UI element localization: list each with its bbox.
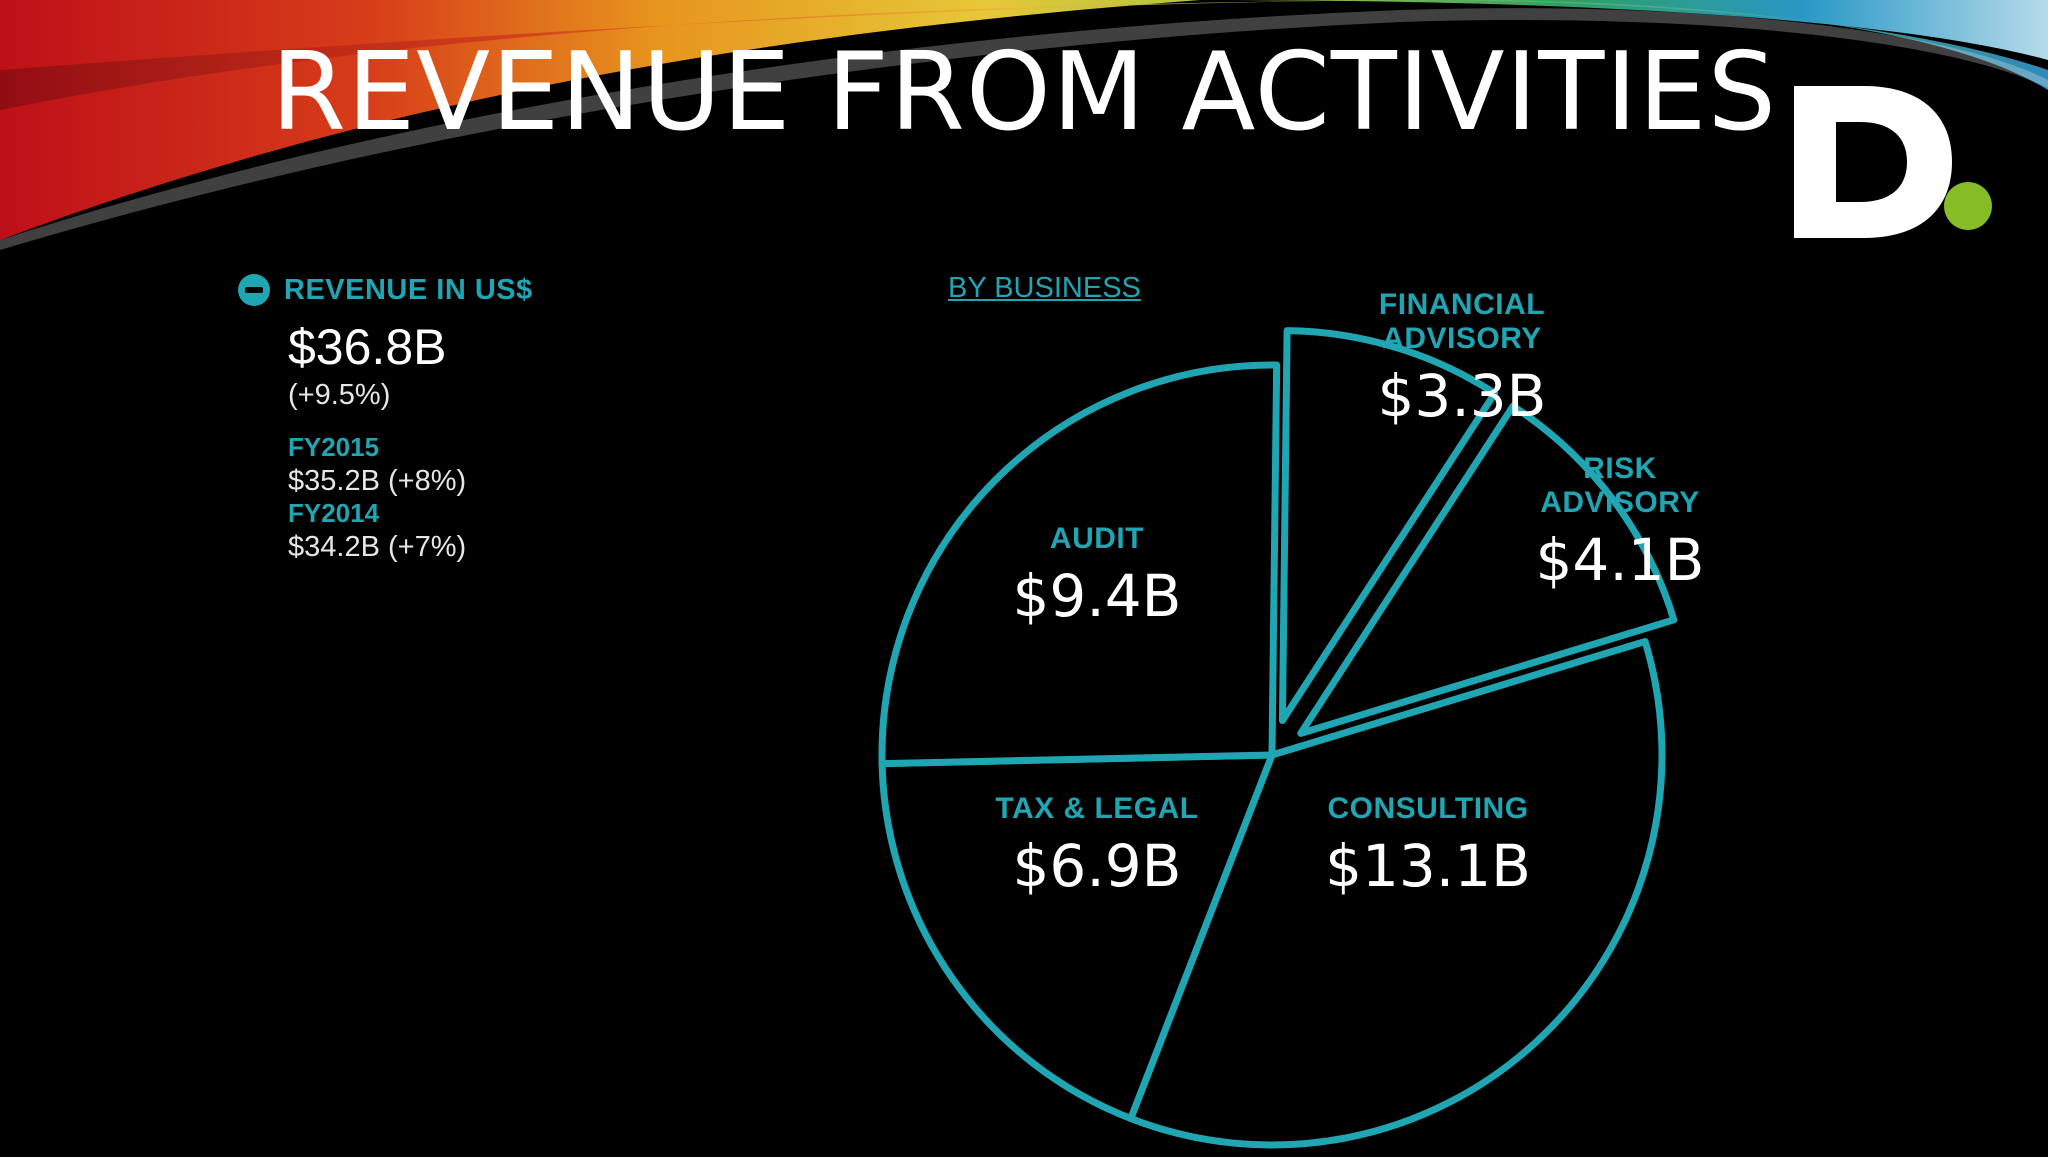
slice-name: TAX & LEGAL (995, 792, 1198, 825)
revenue-header[interactable]: REVENUE IN US$ (238, 272, 758, 308)
slice-name: ADVISORY (1382, 322, 1542, 355)
slice-label-consulting: CONSULTING $13.1B (1325, 792, 1531, 900)
fy2014-value: $34.2B (+7%) (288, 531, 467, 563)
collapse-minus-icon[interactable] (238, 274, 270, 306)
deloitte-logo (1794, 82, 1994, 242)
revenue-total: $36.8B (288, 319, 447, 375)
slice-name: CONSULTING (1327, 792, 1528, 825)
revenue-growth: (+9.5%) (288, 379, 391, 411)
pie-slice-financial-advisory[interactable] (1278, 327, 1499, 725)
pie-slice-tax-legal[interactable] (878, 751, 1276, 1123)
slice-name: ADVISORY (1540, 486, 1700, 519)
pie-slice-consulting[interactable] (1127, 637, 1666, 1149)
slice-value: $13.1B (1325, 832, 1531, 900)
revenue-label: REVENUE IN US$ (284, 273, 533, 306)
slice-value: $9.4B (1013, 562, 1182, 630)
fy2015-value: $35.2B (+8%) (288, 465, 467, 497)
slice-value: $6.9B (1013, 832, 1182, 900)
logo-dot (1944, 182, 1992, 230)
pie-slice-audit[interactable] (878, 361, 1281, 768)
slice-value: $4.1B (1536, 526, 1705, 594)
slice-name: AUDIT (1050, 522, 1144, 555)
slice-label-audit: AUDIT $9.4B (1013, 522, 1182, 630)
slice-label-tax-legal: TAX & LEGAL $6.9B (995, 792, 1198, 900)
fy2015-label: FY2015 (288, 432, 380, 462)
fy2014-label: FY2014 (288, 498, 380, 528)
revenue-panel: REVENUE IN US$ $36.8B (+9.5%) FY2015 $35… (238, 272, 758, 564)
slice-name: FINANCIAL (1379, 288, 1545, 321)
pie-slice-risk-advisory[interactable] (1297, 402, 1678, 737)
slice-value: $3.3B (1378, 362, 1547, 430)
by-business-link[interactable]: BY BUSINESS (948, 272, 1141, 304)
slide-title: REVENUE FROM ACTIVITIES (270, 30, 1778, 155)
slice-name: RISK (1583, 452, 1657, 485)
